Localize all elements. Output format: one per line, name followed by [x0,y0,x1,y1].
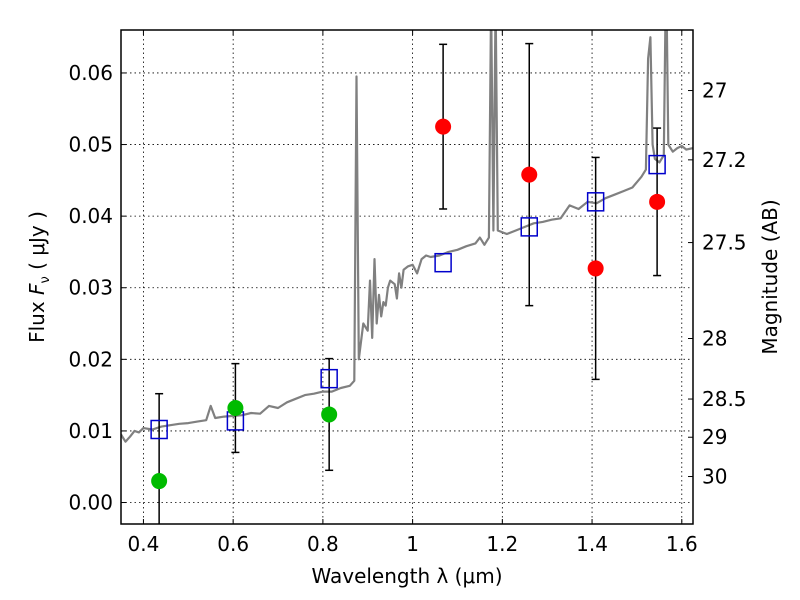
observed-flux-point [649,193,666,210]
observed-flux-point [435,118,452,135]
x-tick-label: 0.8 [307,532,339,556]
y-tick-label: 0.01 [68,419,113,443]
x-tick-label: 1.2 [486,532,518,556]
y2-tick-label: 29 [702,425,727,449]
observed-flux-point [321,406,338,423]
axes-frame [120,29,694,525]
y-axis-title: Flux Fν ( μJy ) [25,211,53,343]
y-tick-label: 0.06 [68,61,113,85]
model-flux-square [648,154,666,175]
observed-flux-point [227,400,244,417]
y2-tick-label: 28.5 [702,387,747,411]
y2-axis-title: Magnitude (AB) [758,199,782,354]
model-flux-square [150,419,168,440]
axes: 0.4 0.6 0.8 1 1.2 1.4 1.6 0.00 0.01 0.02 0.03 0.04 0… [68,30,747,556]
observed-flux-point [151,473,168,490]
y2-tick-label: 27.5 [702,231,747,255]
y-tick-label: 0.05 [68,133,113,157]
grid [121,30,693,524]
x-tick-label: 1 [406,532,419,556]
plot-area [121,30,693,524]
y2-tick-label: 30 [702,465,727,489]
model-flux-square [320,368,338,389]
observed-flux-point [587,260,604,277]
model-flux-square [586,192,605,212]
y-tick-label: 0.03 [68,276,113,300]
observed-flux-point [521,166,538,183]
x-tick-label: 1.6 [666,532,698,556]
x-tick-label: 1.4 [576,532,608,556]
model-flux-square [520,217,539,237]
y-tick-label: 0.04 [68,204,113,228]
y2-tick-label: 27.2 [702,148,747,172]
x-tick-label: 0.4 [128,532,160,556]
y2-tick-label: 28 [702,327,727,351]
y-tick-label: 0.00 [68,491,113,515]
x-tick-label: 0.6 [217,532,249,556]
y-tick-label: 0.02 [68,347,113,371]
model-spectrum-line [121,30,693,443]
y2-tick-label: 27 [702,79,727,103]
model-flux-square [434,252,452,273]
x-axis-title: Wavelength λ (μm) [311,564,502,588]
